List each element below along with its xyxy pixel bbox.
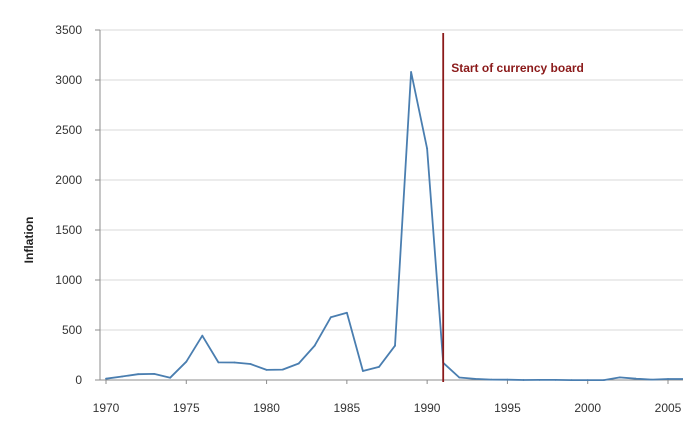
x-tick-label-2000: 2000 xyxy=(574,401,601,415)
y-tick-label-3000: 3000 xyxy=(55,73,82,87)
data-point-2004 xyxy=(651,378,653,381)
data-point-2003 xyxy=(634,377,637,380)
data-point-2005 xyxy=(667,378,669,380)
data-point-1997 xyxy=(538,379,541,381)
data-point-1996 xyxy=(522,379,525,381)
data-point-1989 xyxy=(410,71,412,73)
x-tick-label-1970: 1970 xyxy=(93,401,120,415)
series-line-0 xyxy=(105,71,683,382)
data-point-1981 xyxy=(281,368,284,371)
y-axis-label: Inflation xyxy=(22,217,36,264)
data-point-1985 xyxy=(345,311,348,314)
data-point-1998 xyxy=(554,379,557,381)
data-point-1979 xyxy=(249,363,252,365)
x-tick-label-1990: 1990 xyxy=(414,401,441,415)
x-tick-label-1985: 1985 xyxy=(334,401,361,415)
data-point-1987 xyxy=(378,366,380,368)
data-point-1993 xyxy=(474,378,477,380)
data-point-1999 xyxy=(570,379,573,381)
y-tick-label-1500: 1500 xyxy=(55,223,82,237)
data-point-1990 xyxy=(426,147,429,150)
y-tick-label-2500: 2500 xyxy=(55,123,82,137)
annotation-layer: Start of currency board xyxy=(442,33,584,382)
x-tick-label-1995: 1995 xyxy=(494,401,521,415)
axes xyxy=(95,29,683,384)
y-tick-labels: 0 500 1000 1500 2000 2500 3000 3500 xyxy=(55,23,82,387)
data-point-1971 xyxy=(121,375,123,378)
y-tick-label-1000: 1000 xyxy=(55,273,82,287)
data-point-1970 xyxy=(105,377,107,380)
data-point-1992 xyxy=(458,376,461,379)
data-point-1995 xyxy=(506,378,509,381)
data-point-1982 xyxy=(297,362,300,365)
x-tick-label-1975: 1975 xyxy=(173,401,200,415)
data-point-1980 xyxy=(265,369,268,371)
data-point-1978 xyxy=(233,361,236,364)
currency-board-label: Start of currency board xyxy=(451,61,584,75)
y-tick-label-3500: 3500 xyxy=(55,23,82,37)
x-tick-label-2005: 2005 xyxy=(655,401,682,415)
grid-lines xyxy=(100,29,683,331)
x-tick-labels: 1970 1975 1980 1985 1990 1995 2000 2005 xyxy=(93,401,682,415)
data-point-2002 xyxy=(618,376,621,379)
data-point-1973 xyxy=(153,373,156,375)
y-tick-label-500: 500 xyxy=(62,323,82,337)
data-point-1972 xyxy=(137,373,140,376)
x-tick-label-1980: 1980 xyxy=(253,401,280,415)
data-point-1983 xyxy=(313,344,316,347)
data-point-1974 xyxy=(169,376,172,379)
data-point-1976 xyxy=(201,334,204,337)
y-tick-label-0: 0 xyxy=(75,373,82,387)
data-point-1977 xyxy=(217,361,220,364)
data-point-2000 xyxy=(586,379,589,381)
data-point-1984 xyxy=(329,316,332,319)
y-tick-label-2000: 2000 xyxy=(55,173,82,187)
data-point-1994 xyxy=(490,378,493,381)
data-point-1975 xyxy=(185,360,188,363)
series-layer xyxy=(105,71,683,382)
data-point-2001 xyxy=(602,379,605,381)
data-point-1986 xyxy=(362,370,364,372)
data-point-1988 xyxy=(394,344,396,347)
